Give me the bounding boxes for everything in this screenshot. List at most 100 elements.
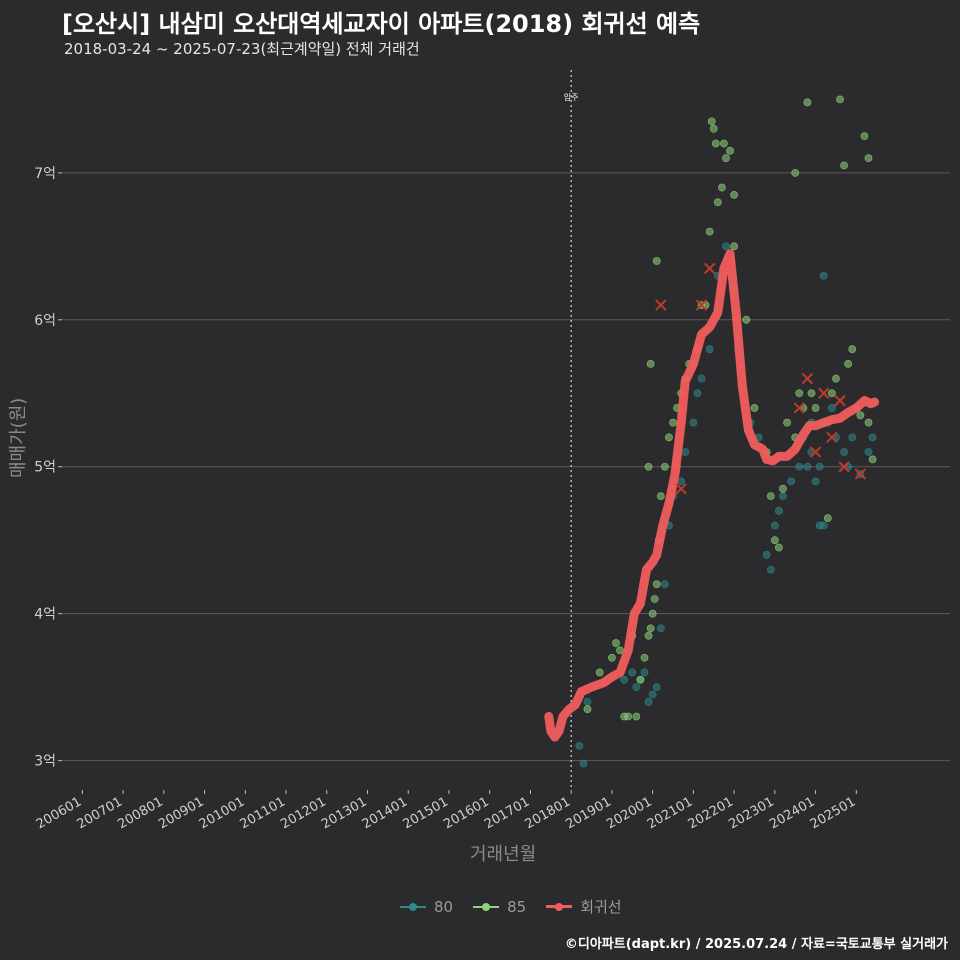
data-point-80 [819, 521, 828, 530]
data-point-85 [864, 418, 873, 427]
source-caption: ©디아파트(dapt.kr) / 2025.07.24 / 자료=국토교통부 실… [564, 937, 948, 952]
data-point-85 [612, 639, 620, 647]
data-point-85 [595, 668, 604, 677]
data-point-85 [709, 124, 718, 133]
x-tick-label: 201601 [441, 794, 491, 832]
x-tick-label: 200601 [34, 794, 84, 832]
data-point-85 [640, 653, 649, 662]
data-point-80 [722, 242, 730, 251]
data-point-85 [711, 139, 720, 148]
data-point-85 [823, 514, 832, 523]
x-tick-label: 200701 [75, 794, 125, 832]
data-point-80 [693, 389, 702, 398]
x-tick-label: 202001 [604, 794, 654, 832]
data-point-80 [697, 374, 706, 383]
legend-swatch-regression [546, 901, 573, 913]
data-point-80 [827, 404, 836, 412]
data-point-80 [779, 492, 787, 501]
data-point-85 [832, 374, 840, 383]
data-point-85 [770, 536, 779, 545]
data-point-80 [762, 550, 771, 559]
data-point-80 [640, 668, 649, 677]
x-tick-label: 201501 [400, 794, 450, 832]
data-point-85 [636, 675, 645, 684]
data-point-85 [803, 98, 812, 107]
data-point-85 [705, 227, 714, 236]
legend-swatch-85 [473, 901, 500, 913]
x-axis-label: 거래년월 [470, 844, 537, 865]
data-point-80 [660, 580, 669, 589]
legend-item-80: 80 [400, 898, 453, 916]
x-tick-label: 201401 [360, 794, 410, 832]
legend-label-regression: 회귀선 [580, 898, 622, 916]
data-point-85 [730, 190, 739, 199]
x-tick-label: 202301 [726, 794, 776, 832]
data-point-85 [608, 653, 616, 662]
data-point-80 [652, 683, 661, 692]
data-point-80 [628, 668, 637, 677]
data-point-85 [652, 257, 661, 265]
data-point-80 [681, 448, 690, 456]
data-point-85 [648, 609, 657, 618]
data-point-85 [646, 624, 655, 633]
data-point-85 [652, 580, 661, 589]
data-point-80 [579, 759, 588, 768]
data-point-85 [864, 154, 873, 163]
data-point-85 [856, 411, 865, 420]
data-point-80 [689, 418, 698, 427]
data-point-80 [819, 271, 828, 280]
legend-label-80: 80 [434, 897, 454, 916]
data-point-80 [656, 624, 665, 633]
outlier-marker [703, 262, 716, 275]
outlier-marker [818, 387, 830, 399]
y-tick-label: 3억 [34, 754, 56, 770]
data-point-85 [583, 705, 592, 714]
data-point-85 [726, 146, 734, 155]
data-point-85 [807, 389, 816, 398]
legend-swatch-80 [400, 901, 426, 913]
data-point-80 [840, 448, 848, 456]
x-tick-label: 202501 [808, 794, 858, 832]
move-in-label: 입주 [564, 93, 579, 102]
x-tick-label: 200901 [156, 794, 206, 832]
outlier-marker [675, 483, 687, 495]
data-point-85 [660, 462, 669, 471]
data-point-85 [750, 404, 759, 412]
data-point-85 [713, 198, 722, 207]
x-tick-label: 201701 [482, 794, 532, 832]
data-point-85 [646, 359, 655, 368]
data-point-80 [795, 462, 804, 471]
data-point-85 [840, 161, 848, 170]
x-tick-label: 201101 [238, 794, 288, 832]
legend-label-85: 85 [507, 897, 527, 916]
chart-subtitle: 2018-03-24 ~ 2025-07-23(최근계약일) 전체 거래건 [64, 40, 420, 58]
x-tick-label: 202101 [645, 794, 695, 832]
y-tick-label: 4억 [34, 607, 56, 623]
data-point-85 [827, 389, 836, 398]
outlier-marker [655, 299, 667, 311]
data-point-80 [648, 690, 657, 699]
regression-line [544, 249, 880, 742]
data-point-85 [656, 492, 665, 501]
data-point-85 [836, 95, 844, 104]
data-point-85 [766, 492, 775, 501]
data-point-85 [665, 433, 673, 442]
data-point-80 [632, 683, 641, 692]
outlier-marker [695, 299, 708, 311]
outlier-marker [793, 402, 805, 414]
y-tick-label: 7억 [34, 166, 56, 182]
data-point-85 [811, 404, 820, 412]
chart-title: [오산시] 내삼미 오산대역세교자이 아파트(2018) 회귀선 예측 [62, 10, 701, 38]
data-point-85 [848, 345, 857, 354]
data-point-80 [766, 565, 775, 574]
data-point-85 [775, 543, 783, 552]
x-tick-label: 201801 [523, 794, 573, 832]
outlier-marker [838, 461, 850, 473]
y-tick-label: 5억 [34, 460, 56, 476]
x-tick-label: 201001 [197, 794, 247, 832]
data-point-80 [848, 433, 857, 442]
data-point-80 [705, 345, 714, 354]
x-tick-label: 202201 [686, 794, 736, 832]
data-point-85 [783, 418, 791, 427]
